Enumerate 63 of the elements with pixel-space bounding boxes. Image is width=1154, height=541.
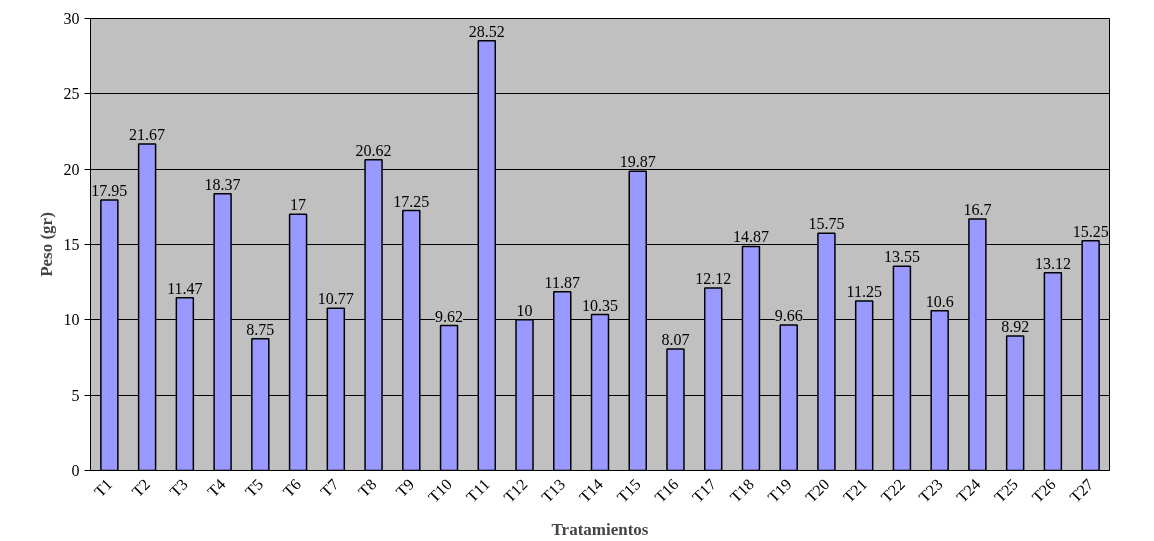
data-label: 18.37 xyxy=(204,175,241,193)
data-label: 17.95 xyxy=(91,182,128,200)
x-tick-label: T3 xyxy=(166,475,191,501)
data-label: 21.67 xyxy=(129,126,166,144)
data-label: 20.62 xyxy=(355,141,392,159)
x-tick-label: T20 xyxy=(802,475,833,506)
data-label: 8.92 xyxy=(1001,318,1030,336)
data-label: 10 xyxy=(516,301,533,319)
x-tick-label: T4 xyxy=(204,475,229,501)
x-tick-label: T24 xyxy=(953,475,984,506)
y-tick-label: 30 xyxy=(63,10,80,27)
y-tick-label: 25 xyxy=(63,85,80,103)
x-tick-label: T18 xyxy=(726,475,757,506)
x-tick-label: T7 xyxy=(317,475,342,501)
data-label: 17 xyxy=(290,196,307,214)
x-tick-label: T21 xyxy=(839,475,871,506)
x-tick-label: T1 xyxy=(90,475,116,501)
x-tick-label: T25 xyxy=(990,475,1022,506)
y-tick-label: 20 xyxy=(63,160,80,178)
data-label: 9.66 xyxy=(774,306,803,324)
data-label: 12.12 xyxy=(695,269,732,287)
data-label: 13.55 xyxy=(883,248,920,266)
x-tick-label: T5 xyxy=(241,475,267,501)
data-label: 17.25 xyxy=(393,192,430,210)
data-label: 11.87 xyxy=(544,273,580,291)
data-label: 9.62 xyxy=(435,307,464,325)
data-label: 13.12 xyxy=(1034,254,1071,272)
x-tick-label: T15 xyxy=(613,475,644,506)
data-label: 10.77 xyxy=(317,290,354,308)
y-tick-label: 15 xyxy=(63,236,80,253)
x-tick-label: T22 xyxy=(877,475,908,506)
x-tick-label: T13 xyxy=(538,475,569,506)
data-label: 11.25 xyxy=(846,283,882,300)
x-tick-label: T11 xyxy=(462,475,493,506)
x-tick-label: T23 xyxy=(915,475,946,506)
data-label: 11.47 xyxy=(167,279,203,297)
x-tick-label: T19 xyxy=(764,475,795,506)
data-label: 15.25 xyxy=(1072,222,1109,240)
x-axis-title: Tratamientos xyxy=(551,519,649,539)
x-tick-label: T10 xyxy=(424,475,456,506)
data-label: 10.35 xyxy=(582,296,618,314)
x-tick-label: T26 xyxy=(1028,475,1059,506)
x-tick-label: T16 xyxy=(651,475,682,506)
x-tick-label: T14 xyxy=(575,475,607,506)
data-label: 19.87 xyxy=(619,153,656,171)
data-label: 10.6 xyxy=(925,292,954,310)
x-tick-label: T17 xyxy=(688,475,720,506)
y-tick-label: 10 xyxy=(63,311,80,329)
data-label: 28.52 xyxy=(468,22,505,40)
data-label: 16.7 xyxy=(963,200,992,218)
y-tick-label: 0 xyxy=(71,462,80,479)
x-tick-label: T12 xyxy=(500,475,531,506)
x-tick-label: T9 xyxy=(392,475,418,501)
x-tick-label: T8 xyxy=(354,475,380,501)
y-axis-title: Peso (gr) xyxy=(36,212,56,277)
y-tick-label: 5 xyxy=(71,386,80,404)
x-tick-label: T6 xyxy=(279,475,305,501)
x-tick-label: T2 xyxy=(128,475,154,501)
x-tick-label: T27 xyxy=(1066,475,1097,506)
data-label: 8.75 xyxy=(246,320,275,338)
data-label: 15.75 xyxy=(808,215,845,233)
data-label: 14.87 xyxy=(732,228,769,246)
data-label: 8.07 xyxy=(661,330,690,348)
